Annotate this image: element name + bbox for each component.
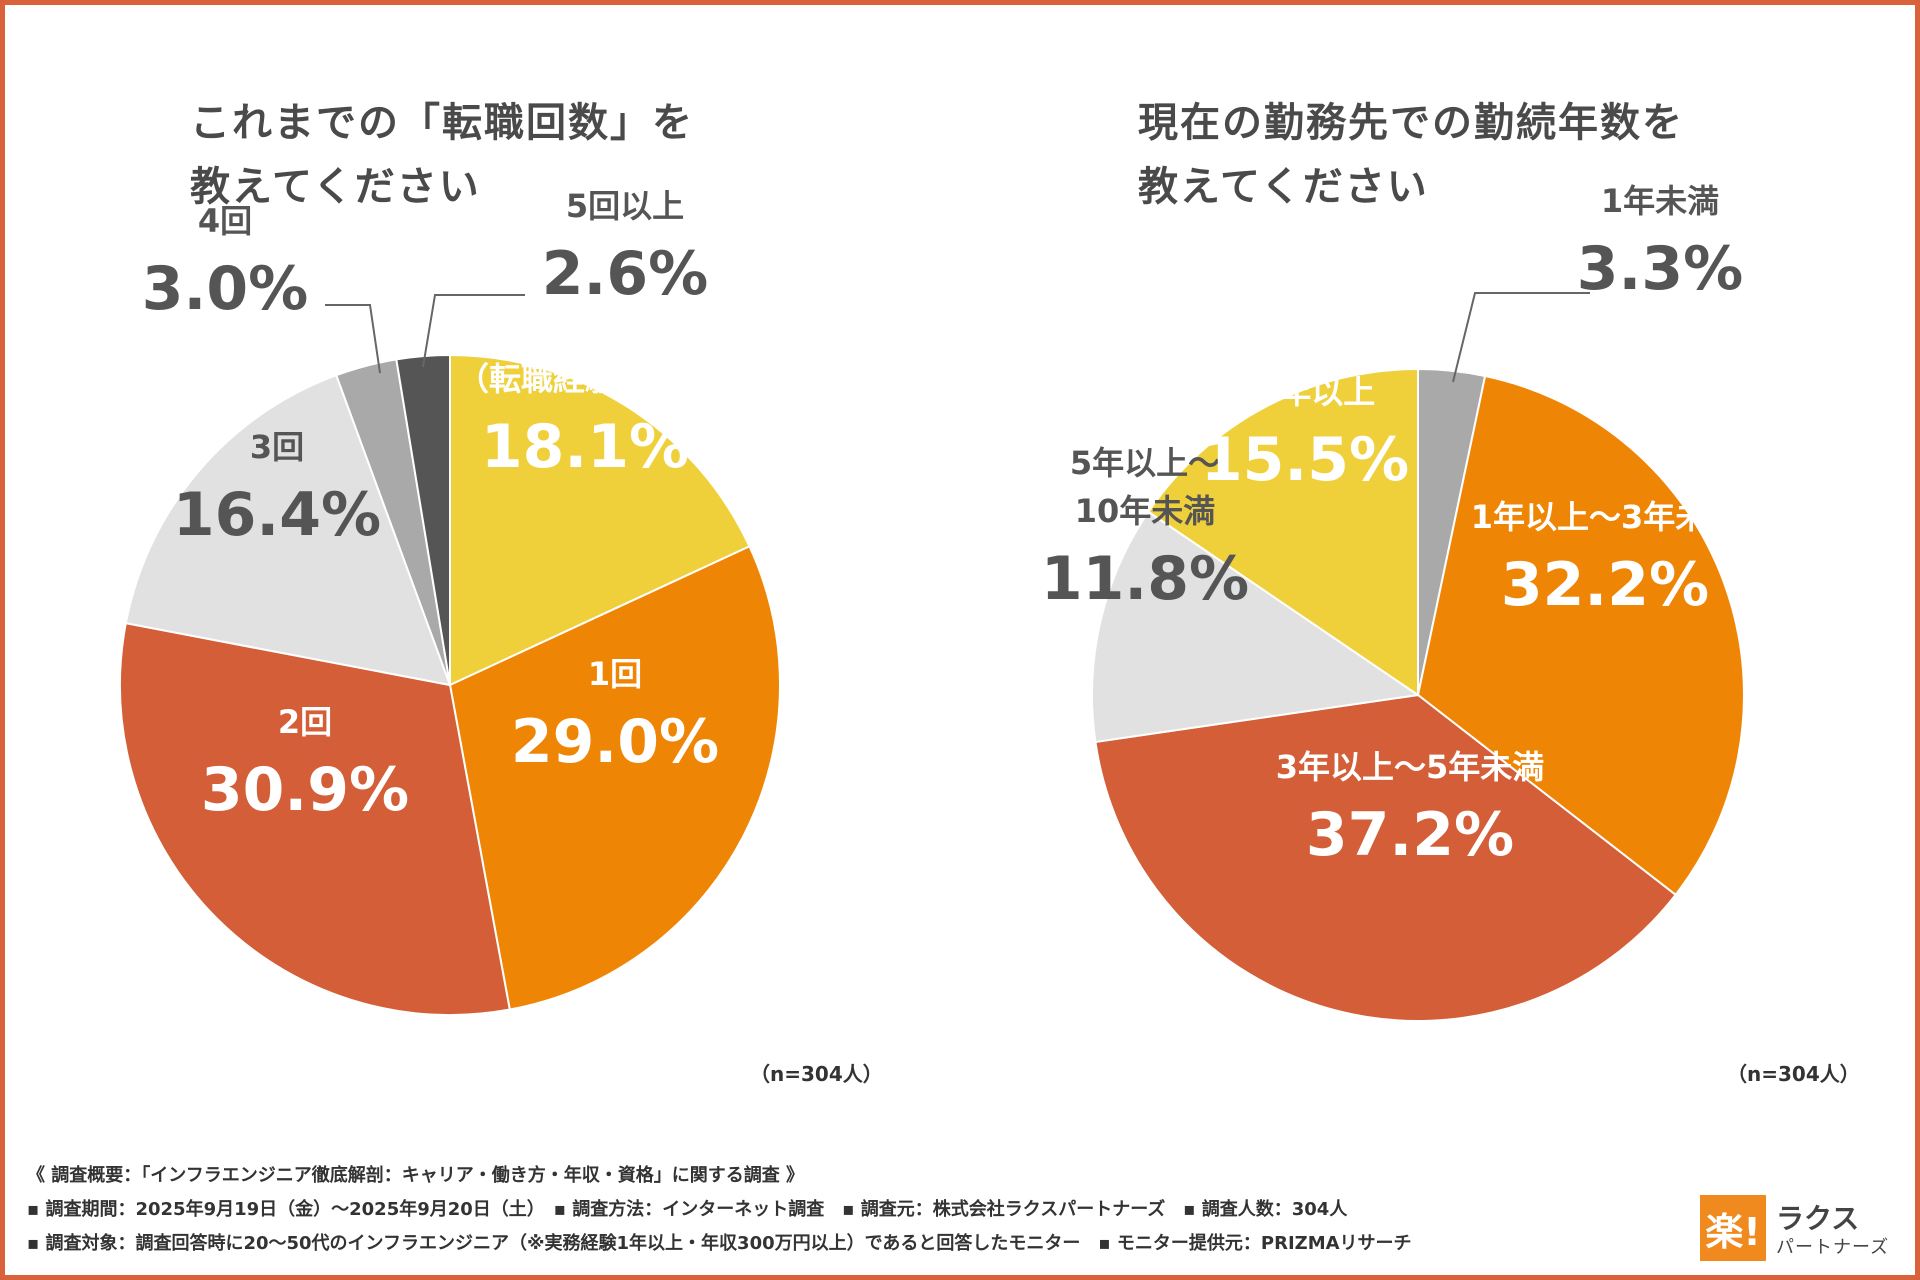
- logo-name: ラクス: [1776, 1202, 1860, 1235]
- survey-target: ▪ 調査対象：調査回答時に20～50代のインフラエンジニア（※実務経験1年以上・…: [27, 1233, 1412, 1254]
- slice-label: 1回: [588, 655, 642, 693]
- pie-charts: 0回 （転職経験なし） 18.1% 1回 29.0% 2回 30.9% 3回 16.4% 4回 3.…: [119, 182, 1745, 1022]
- slice-label: 1年未満: [1601, 182, 1719, 220]
- chart-title-left-line1: これまでの「転職回数」を: [190, 100, 694, 146]
- company-logo: 楽! ラクス パートナーズ: [1700, 1195, 1910, 1261]
- survey-details: ▪ 調査期間：2025年9月19日（金）～2025年9月20日（土） ▪ 調査方…: [27, 1199, 1348, 1220]
- pie-slice: [448, 545, 781, 1011]
- pie-slice: [449, 353, 751, 687]
- slice-label: （転職経験なし）: [457, 360, 713, 398]
- pie-slice: [1091, 510, 1421, 744]
- leader-line: [325, 304, 381, 374]
- sample-size-left: （n=304人）: [750, 1062, 883, 1086]
- slice-value: 16.4%: [173, 480, 381, 550]
- slice-label: 0回: [558, 312, 612, 350]
- pie-slice: [124, 373, 452, 687]
- slice-value: 11.8%: [1041, 544, 1249, 614]
- slice-label: 3回: [250, 428, 304, 466]
- slice-value: 3.0%: [142, 254, 308, 324]
- slice-value: 3.3%: [1577, 234, 1743, 304]
- chart-title-right-line2: 教えてください: [1138, 164, 1429, 210]
- leader-line: [422, 294, 525, 368]
- slice-label: 10年未満: [1075, 492, 1216, 530]
- pie-slice: [1146, 367, 1419, 697]
- sample-size-right: （n=304人）: [1727, 1062, 1860, 1086]
- logo-subtitle: パートナーズ: [1776, 1237, 1890, 1258]
- pie-1: 0回 （転職経験なし） 18.1% 1回 29.0% 2回 30.9% 3回 16.4% 4回 3.…: [119, 187, 781, 1017]
- survey-overview: 《 調査概要：「インフラエンジニア徹底解剖：キャリア・働き方・年収・資格」に関す…: [27, 1165, 804, 1186]
- logo-mark: 楽!: [1700, 1195, 1766, 1261]
- slice-value: 30.9%: [201, 755, 409, 825]
- slice-label: 5回以上: [566, 187, 684, 225]
- chart-title-left: これまでの「転職回数」を 教えてください: [190, 91, 694, 219]
- chart-title-right: 現在の勤務先での勤続年数を 教えてください: [1138, 91, 1684, 219]
- survey-footer: 《 調査概要：「インフラエンジニア徹底解剖：キャリア・働き方・年収・資格」に関す…: [27, 1159, 1412, 1261]
- pie-slice: [1416, 374, 1745, 897]
- chart-title-left-line2: 教えてください: [190, 164, 481, 210]
- slice-label: 3年以上～5年未満: [1276, 748, 1545, 786]
- slice-label: 4回: [198, 202, 252, 240]
- slice-value: 18.1%: [481, 412, 689, 482]
- slice-value: 32.2%: [1501, 550, 1709, 620]
- slice-label: 1年以上～3年未満: [1471, 498, 1740, 536]
- chart-title-right-line1: 現在の勤務先での勤続年数を: [1138, 100, 1684, 146]
- slice-value: 29.0%: [511, 707, 719, 777]
- slice-value: 15.5%: [1201, 425, 1409, 495]
- slice-value: 2.6%: [542, 239, 708, 309]
- slice-label: 2回: [278, 703, 332, 741]
- pie-slice: [119, 621, 511, 1017]
- pie-2: 1年未満 3.3% 1年以上～3年未満 32.2% 3年以上～5年未満 37.2% 5年以上…: [1041, 182, 1745, 1022]
- slice-label: 10年以上: [1235, 373, 1376, 411]
- slice-label: 5年以上～: [1070, 444, 1220, 482]
- pie-slice: [395, 353, 451, 686]
- leader-line: [1452, 292, 1590, 383]
- slice-value: 37.2%: [1306, 800, 1514, 870]
- pie-slice: [1094, 693, 1677, 1022]
